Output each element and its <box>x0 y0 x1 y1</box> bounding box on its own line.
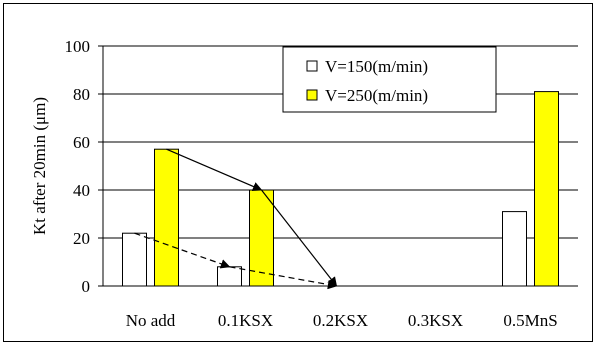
legend-label-v150: V=150(m/min) <box>325 57 428 76</box>
gridlines <box>103 45 578 239</box>
legend-box <box>282 46 497 113</box>
x-tick-label-0-3ksx: 0.3KSX <box>408 311 463 330</box>
legend-swatch-v250 <box>306 89 318 101</box>
trend-arrow-solid-segment-2 <box>261 189 338 287</box>
bars <box>122 91 559 287</box>
y-tick-label-0: 0 <box>82 277 91 296</box>
y-tick-label-80: 80 <box>73 85 90 104</box>
y-tick-labels: 0 20 40 60 80 100 <box>65 37 103 296</box>
bar-0-5mns-series-1 <box>502 211 527 287</box>
y-tick-label-20: 20 <box>73 229 90 248</box>
trend-arrow-dashed-segment-2 <box>229 266 338 290</box>
y-tick-label-60: 60 <box>73 133 90 152</box>
trend-arrow-dashed-segment-1 <box>134 232 231 269</box>
x-tick-label-0-2ksx: 0.2KSX <box>313 311 368 330</box>
y-axis-title: Kt after 20min (μm) <box>30 97 49 235</box>
x-tick-label-0-1ksx: 0.1KSX <box>218 311 273 330</box>
bar-0-5mns-series-2 <box>534 91 559 287</box>
trend-arrows <box>134 148 338 290</box>
legend: V=150(m/min) V=250(m/min) <box>282 46 497 113</box>
legend-swatch-v150 <box>306 60 318 72</box>
bar-no-add-series-1 <box>122 232 147 287</box>
x-tick-labels: No add 0.1KSX 0.2KSX 0.3KSX 0.5MnS <box>126 311 558 330</box>
legend-label-v250: V=250(m/min) <box>325 86 428 105</box>
y-tick-label-40: 40 <box>73 181 90 200</box>
bar-0-1ksx-series-1 <box>217 266 242 287</box>
trend-arrow-solid-segment-1 <box>166 148 263 192</box>
y-tick-label-100: 100 <box>65 37 91 56</box>
x-tick-label-no-add: No add <box>126 311 176 330</box>
bar-no-add-series-2 <box>154 148 179 287</box>
x-tick-label-0-5mns: 0.5MnS <box>503 311 557 330</box>
